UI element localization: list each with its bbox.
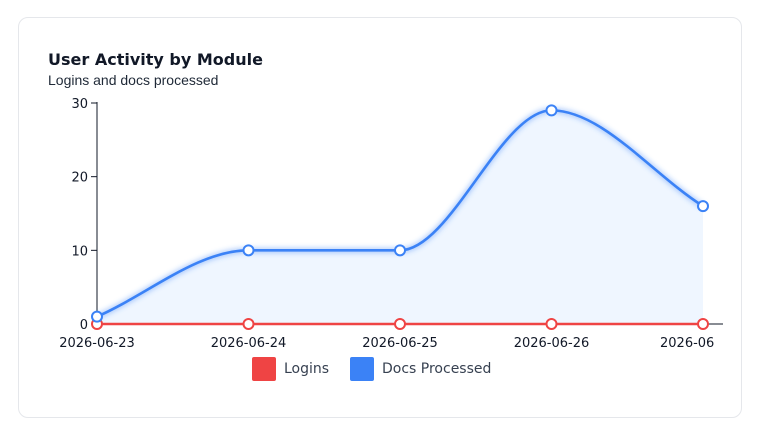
x-tick-label: 2026-06-26 <box>514 336 590 351</box>
point-logins <box>545 318 558 330</box>
legend: Logins Docs Processed <box>19 357 741 381</box>
chart-title: User Activity by Module <box>48 50 263 69</box>
point-docs-processed <box>697 200 709 213</box>
x-tick-label: 2026-06-25 <box>362 336 438 351</box>
y-tick-label: 20 <box>71 171 88 186</box>
legend-swatch-docs <box>350 357 374 381</box>
point-docs-processed <box>91 310 103 323</box>
line-chart: 0 10 20 30 2026-06-23 2026-06-24 2026-06-25 202… <box>59 97 723 351</box>
chart-card: User Activity by Module Logins and docs … <box>18 17 742 418</box>
y-tick-label: 30 <box>71 97 88 112</box>
point-docs-processed <box>545 104 558 117</box>
legend-label-docs: Docs Processed <box>382 361 492 377</box>
x-tick-label: 2026-06 <box>660 336 714 351</box>
y-tick-label: 0 <box>80 318 88 333</box>
point-docs-processed <box>394 244 406 257</box>
legend-label-logins: Logins <box>284 361 330 377</box>
legend-swatch-logins <box>252 357 276 381</box>
area-docs-processed <box>97 110 703 324</box>
chart-subtitle: Logins and docs processed <box>48 72 219 88</box>
point-logins <box>697 318 709 330</box>
point-logins <box>242 318 255 330</box>
x-tick-label: 2026-06-23 <box>59 336 135 351</box>
legend-item-logins[interactable]: Logins <box>252 357 329 381</box>
point-logins <box>394 318 406 330</box>
x-tick-label: 2026-06-24 <box>211 336 287 351</box>
y-tick-label: 10 <box>71 244 88 259</box>
legend-item-docs[interactable]: Docs Processed <box>350 357 491 381</box>
point-docs-processed <box>242 244 255 257</box>
